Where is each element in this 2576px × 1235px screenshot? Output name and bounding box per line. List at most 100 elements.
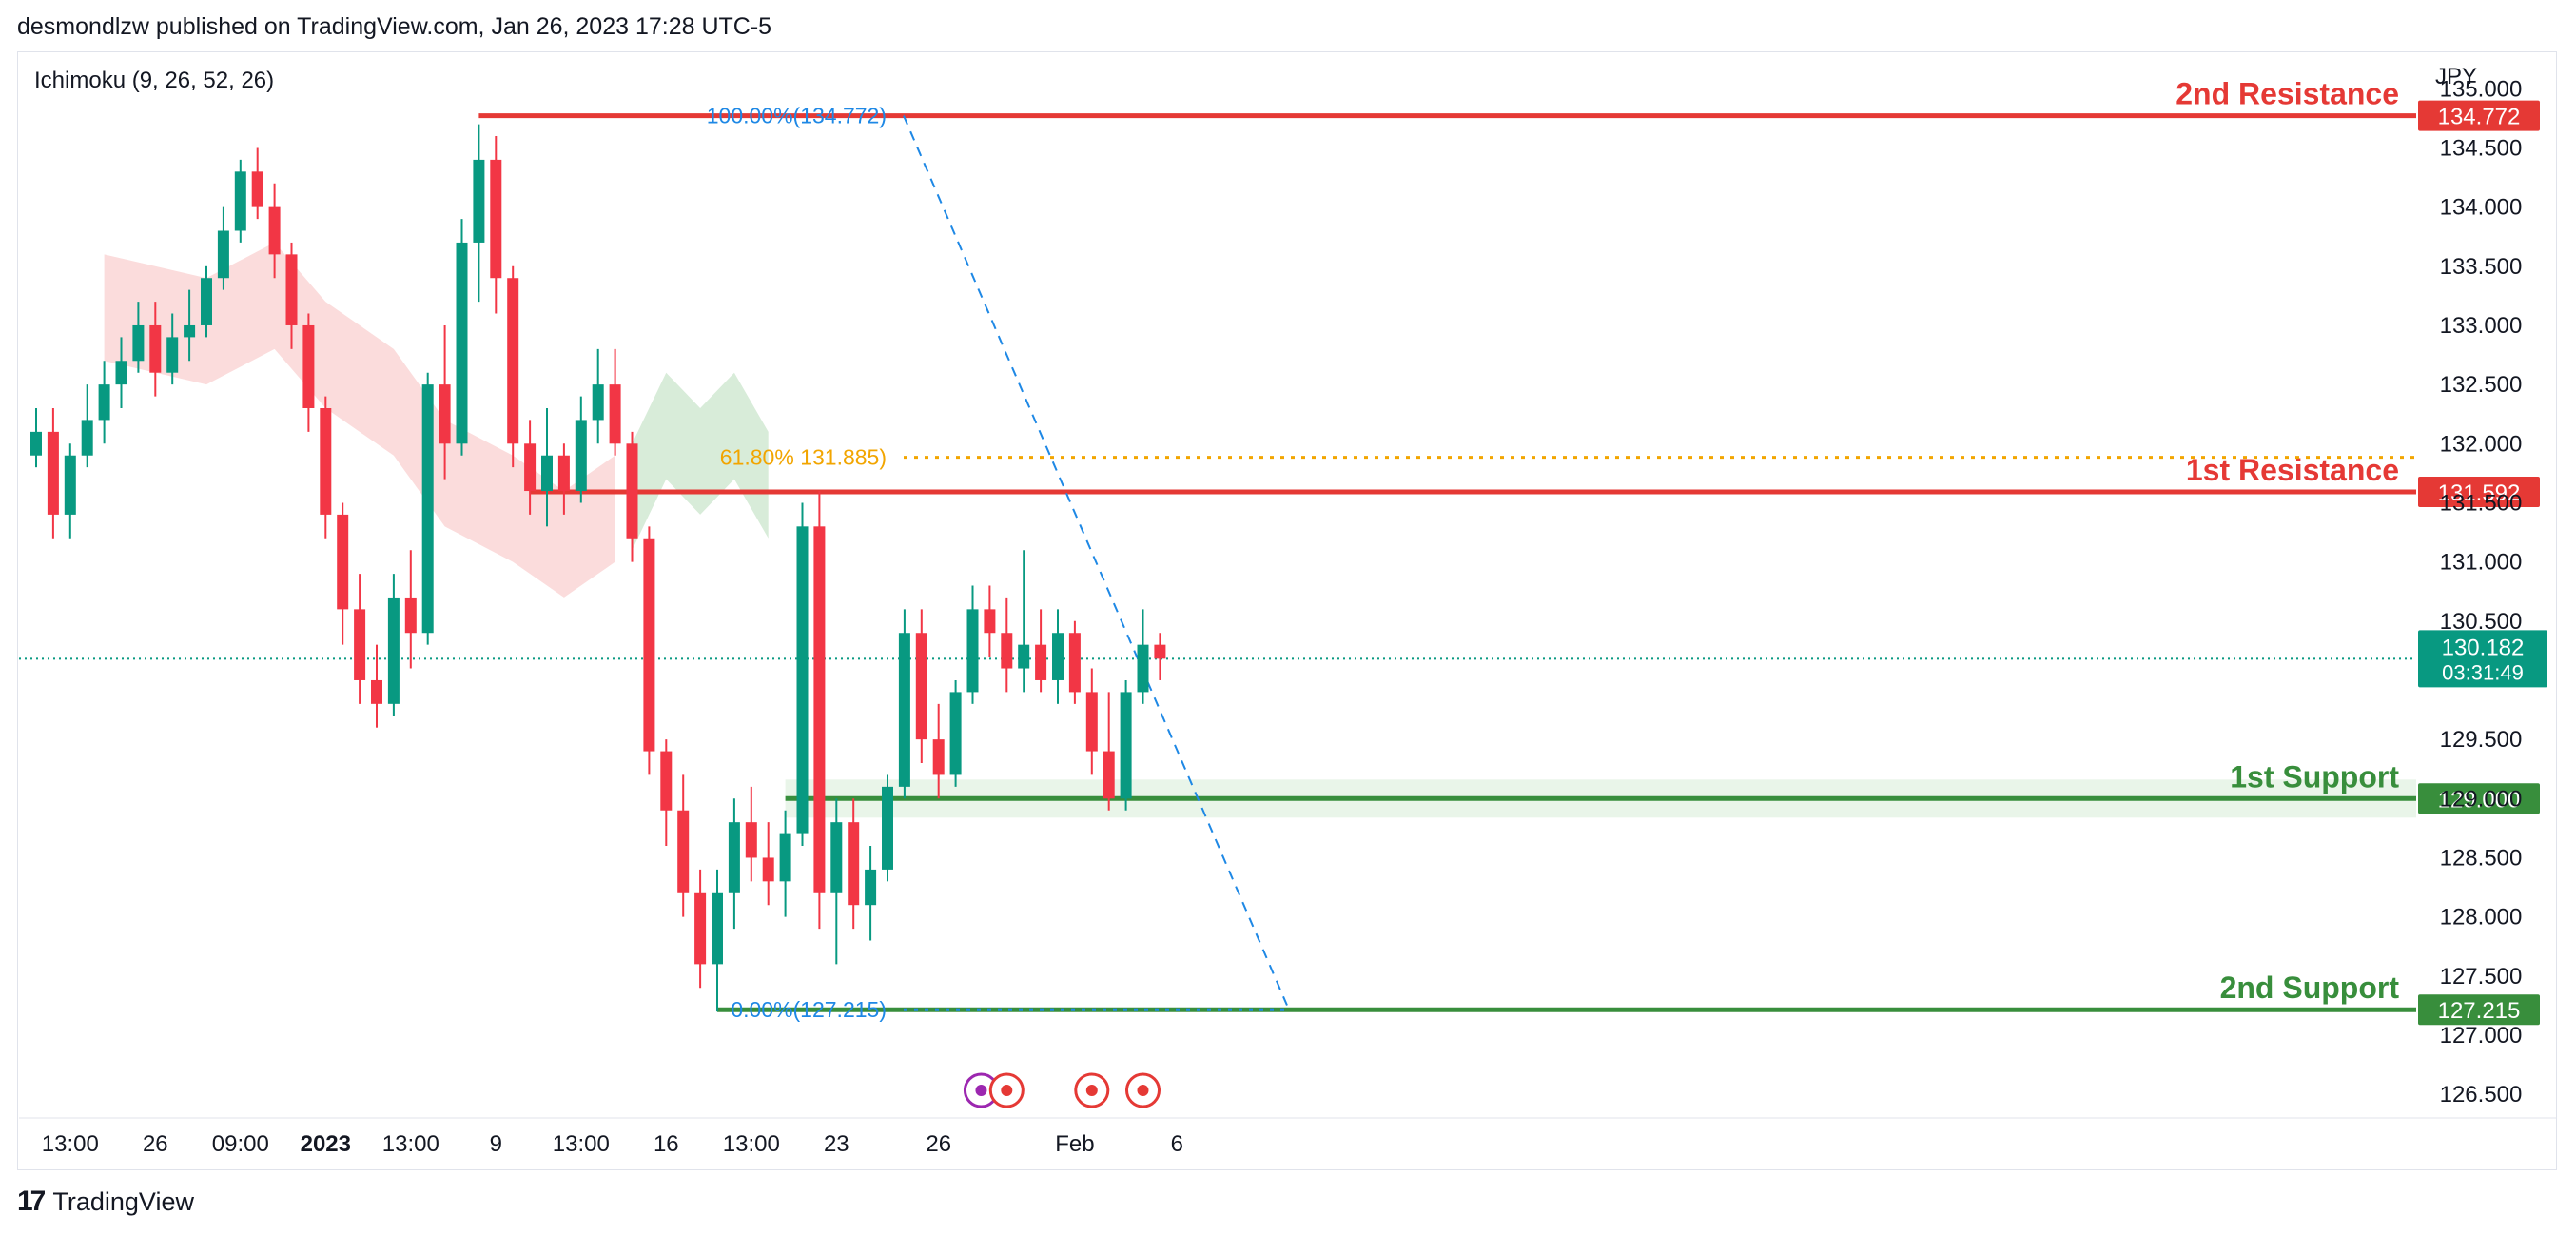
candle-body [1052, 633, 1064, 680]
price-tag [2418, 100, 2540, 131]
price-tick-label: 128.500 [2440, 845, 2523, 871]
time-tick-label: 6 [1171, 1131, 1183, 1157]
price-tick-label: 131.500 [2440, 490, 2523, 516]
candle-body [201, 278, 212, 325]
candle-body [337, 514, 349, 610]
candle-body [830, 822, 843, 893]
candle-body [115, 361, 127, 385]
candle-body [456, 242, 468, 444]
candle-body [490, 159, 502, 279]
price-tag-text: 129.000 [2438, 787, 2521, 813]
fibonacci-retracement: 100.00%(134.772) 61.80% 131.885) 0.00%(127… [19, 104, 2416, 1022]
price-tick-label: 127.000 [2440, 1023, 2523, 1049]
price-axis: 135.000 134.500 134.000 133.500 133.000 132.5… [2418, 76, 2547, 1108]
time-tick-label: 16 [654, 1131, 679, 1157]
candle-body [712, 892, 723, 965]
candle-body [149, 324, 162, 373]
candle-body [234, 171, 246, 231]
ichimoku-cloud [104, 242, 769, 598]
candle-body [865, 869, 877, 906]
price-tick-label: 134.000 [2440, 195, 2523, 221]
time-axis: 13:00 26 09:00 2023 13:00 9 13:00 16 13:00 23 26 Fe… [19, 1117, 2557, 1157]
event-dot [1137, 1085, 1149, 1096]
indicator-label[interactable]: Ichimoku (9, 26, 52, 26) [34, 68, 274, 93]
candles [30, 124, 1166, 1012]
candle-body [1120, 692, 1132, 799]
candle-body [575, 420, 587, 492]
event-dot [975, 1085, 987, 1096]
bearish-cloud [104, 242, 615, 598]
candle-body [1103, 751, 1115, 799]
tradingview-logo-icon: 17 [17, 1186, 46, 1217]
event-markers [963, 1072, 1161, 1108]
candle-body [1068, 633, 1081, 693]
candle-body [762, 857, 774, 882]
candle-body [1154, 644, 1166, 659]
time-tick-label: 9 [490, 1131, 502, 1157]
tradingview-brand: TradingView [52, 1186, 194, 1216]
candle-body [387, 597, 400, 704]
price-tick-label: 126.500 [2440, 1082, 2523, 1108]
candle-body [320, 408, 332, 515]
candle-body [949, 692, 962, 775]
price-tick-label: 131.000 [2440, 550, 2523, 576]
candle-body [609, 384, 621, 444]
candle-body [1001, 633, 1013, 669]
fib-label: 61.80% 131.885) [720, 445, 887, 470]
candle-body [30, 431, 42, 456]
candle-body [81, 420, 93, 456]
candle-body [813, 526, 826, 893]
price-tick-label: 132.000 [2440, 431, 2523, 457]
candle-body [1137, 644, 1149, 693]
fib-label: 100.00%(134.772) [707, 104, 887, 128]
candle-body [745, 822, 757, 858]
candle-body [898, 633, 910, 787]
candle-body [421, 384, 434, 634]
level-label: 2nd Support [2220, 970, 2400, 1005]
candle-body [966, 609, 979, 693]
price-tag [2418, 783, 2540, 814]
price-tick-label: 133.500 [2440, 254, 2523, 280]
candle-body [507, 278, 519, 444]
price-tag-text: 134.772 [2438, 105, 2521, 130]
candle-body [251, 171, 263, 207]
price-tag [2418, 994, 2540, 1026]
candle-body [915, 633, 927, 740]
candle-body [1035, 644, 1047, 680]
candle-body [541, 455, 553, 492]
candle-body [626, 443, 638, 539]
candle-body [354, 609, 366, 680]
candle-body [660, 751, 673, 811]
price-tick-label: 128.000 [2440, 905, 2523, 931]
price-tick-label: 133.000 [2440, 313, 2523, 339]
candle-body [1018, 644, 1030, 669]
chart-frame[interactable] [17, 51, 2557, 1170]
candle-body [932, 739, 945, 775]
time-tick-label: 23 [824, 1131, 849, 1157]
fib-label: 0.00%(127.215) [731, 997, 887, 1022]
bar-countdown: 03:31:49 [2442, 660, 2524, 684]
candle-body [557, 455, 570, 492]
candle-body [98, 384, 110, 421]
support-resistance-levels: 2nd Resistance 134.772 1st Resistance 131.5… [478, 77, 2540, 1026]
time-tick-label: 26 [926, 1131, 951, 1157]
price-tick-label: 127.500 [2440, 964, 2523, 990]
time-tick-label: Feb [1055, 1131, 1094, 1157]
candle-body [984, 609, 996, 634]
candle-body [132, 324, 145, 362]
candle-body [184, 324, 196, 338]
tradingview-logo[interactable]: 17 TradingView [17, 1186, 194, 1218]
price-tick-label: 132.500 [2440, 372, 2523, 398]
candle-body [592, 384, 604, 421]
candle-body [728, 822, 740, 893]
candle-body [524, 443, 537, 492]
candle-body [64, 455, 76, 515]
time-tick-label: 09:00 [212, 1131, 269, 1157]
candle-body [371, 679, 382, 704]
published-header: desmondlzw published on TradingView.com,… [17, 13, 772, 40]
time-tick-label: 13:00 [42, 1131, 99, 1157]
time-tick-label: 26 [143, 1131, 168, 1157]
candle-body [848, 822, 860, 906]
level-label: 2nd Resistance [2176, 77, 2399, 111]
